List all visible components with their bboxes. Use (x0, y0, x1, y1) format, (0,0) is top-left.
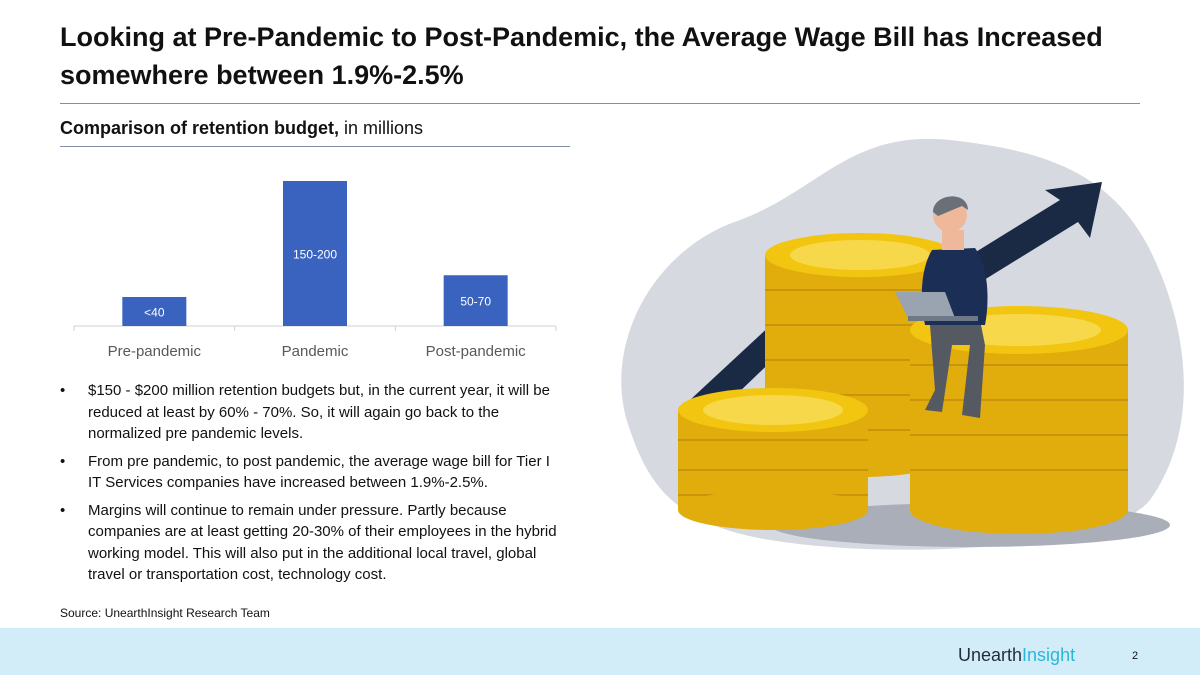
slide-title: Looking at Pre-Pandemic to Post-Pandemic… (60, 22, 1103, 90)
title-divider (60, 103, 1140, 104)
footer-bar (0, 628, 1200, 675)
bar (122, 297, 187, 326)
category-tick-label: Post-pandemic (426, 343, 527, 360)
coins-growth-illustration (621, 138, 1184, 550)
brand-logo-part1: Unearth (958, 645, 1023, 665)
bar-data-label: 50-70 (460, 295, 491, 309)
chart-subtitle: Comparison of retention budget, in milli… (60, 118, 423, 139)
retention-budget-chart: <40 Pre-pandemic 150-200 Pandemic 50-70 Post-… (73, 181, 557, 360)
subtitle-divider (60, 146, 570, 147)
bullet-item: $150 - $200 million retention budgets bu… (60, 380, 560, 445)
chart-subtitle-bold: Comparison of retention budget, (60, 118, 339, 138)
coin-stack-right (910, 306, 1128, 534)
category-tick-label: Pandemic (282, 343, 349, 360)
page-number: 2 (1132, 650, 1139, 662)
bullet-item: Margins will continue to remain under pr… (60, 500, 560, 586)
bar-data-label: <40 (144, 306, 165, 320)
brand-logo: UnearthInsight (958, 645, 1075, 666)
coin-stack-left (678, 388, 868, 530)
source-note: Source: UnearthInsight Research Team (60, 606, 270, 620)
bar (443, 275, 508, 326)
bar (283, 181, 347, 326)
bullet-list: $150 - $200 million retention budgets bu… (60, 380, 560, 592)
chart-subtitle-unit: in millions (339, 118, 424, 138)
category-tick-label: Pre-pandemic (108, 343, 202, 360)
person-with-laptop-icon (895, 196, 988, 418)
growth-arrow-icon (690, 182, 1102, 420)
bullet-item: From pre pandemic, to post pandemic, the… (60, 451, 560, 494)
bar-data-label: 150-200 (293, 248, 337, 262)
brand-logo-part2: Insight (1022, 645, 1076, 665)
